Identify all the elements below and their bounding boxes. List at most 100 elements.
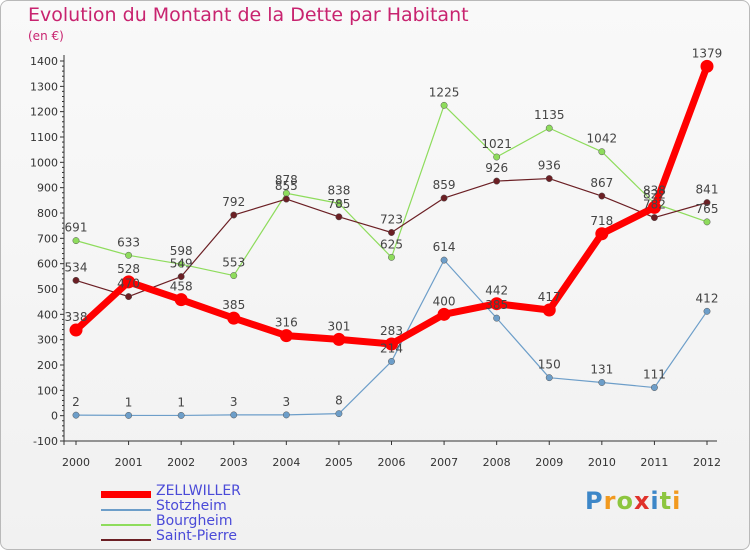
x-tick-label: 2001 [115, 456, 143, 469]
chart-title: Evolution du Montant de la Dette par Hab… [28, 4, 469, 26]
data-point [598, 148, 606, 156]
data-label: 838 [327, 183, 350, 197]
data-point [388, 358, 395, 365]
data-label: 150 [538, 358, 561, 372]
data-point [440, 194, 448, 202]
data-point [703, 307, 711, 315]
data-label: 1225 [429, 85, 460, 99]
data-point [279, 329, 293, 343]
legend-swatch [101, 524, 151, 526]
y-tick-label: 500 [37, 283, 58, 296]
logo-letter: i [672, 487, 682, 515]
data-point [125, 293, 133, 301]
y-tick-label: 200 [37, 359, 58, 372]
y-tick-label: 1400 [30, 55, 58, 68]
data-point [125, 411, 133, 419]
data-label: 598 [170, 244, 193, 258]
data-point [647, 200, 661, 214]
y-tick-label: 1000 [30, 156, 58, 169]
data-label: 633 [117, 235, 140, 249]
data-label: 301 [327, 319, 350, 333]
y-tick-label: 800 [37, 207, 58, 220]
data-point [125, 251, 133, 259]
x-tick-label: 2004 [272, 456, 300, 469]
legend-item: ZELLWILLER [101, 483, 321, 501]
data-point [122, 275, 136, 289]
data-label: 718 [590, 214, 613, 228]
series-line-zellwiller [73, 65, 711, 348]
logo-letter: P [585, 487, 604, 515]
y-tick-label: 1300 [30, 80, 58, 93]
legend-item: Saint-Pierre [101, 528, 321, 546]
data-point [595, 227, 609, 241]
y-tick-label: 400 [37, 308, 58, 321]
data-point [440, 101, 448, 109]
x-tick-label: 2011 [640, 456, 668, 469]
data-point [703, 199, 711, 207]
data-point [703, 218, 711, 226]
data-label: 691 [65, 221, 88, 235]
data-label: 3 [283, 395, 291, 409]
x-tick-label: 2000 [62, 456, 90, 469]
data-label: 131 [590, 362, 613, 376]
x-tick-label: 2006 [378, 456, 406, 469]
legend-swatch [101, 491, 151, 498]
y-tick-label: 900 [37, 182, 58, 195]
y-tick-label: 1100 [30, 131, 58, 144]
data-point [598, 379, 606, 386]
data-point [230, 211, 238, 219]
x-tick-label: 2003 [220, 456, 248, 469]
y-tick-label: -100 [33, 435, 58, 448]
data-label: 859 [433, 178, 456, 192]
x-tick-label: 2007 [430, 456, 458, 469]
data-label: 926 [485, 161, 508, 175]
data-label: 1379 [692, 46, 723, 60]
data-label: 470 [117, 277, 140, 291]
data-label: 442 [485, 284, 508, 298]
data-point [545, 175, 553, 182]
data-label: 822 [643, 187, 666, 201]
logo-letter: i [650, 487, 660, 515]
data-point [335, 410, 343, 418]
data-point [388, 253, 395, 261]
data-point [332, 332, 346, 346]
data-point [440, 256, 448, 264]
data-label: 936 [538, 159, 561, 173]
data-point [230, 411, 238, 419]
data-label: 549 [170, 257, 193, 271]
legend-label: Stotzheim [156, 498, 227, 514]
x-tick-label: 2012 [693, 456, 721, 469]
data-point [174, 293, 188, 307]
data-point [437, 307, 451, 321]
data-label: 878 [275, 173, 298, 187]
data-label: 782 [643, 198, 666, 212]
data-label: 400 [433, 294, 456, 308]
data-point [335, 213, 343, 221]
legend-label: Bourgheim [156, 513, 233, 529]
data-point [493, 153, 501, 161]
data-label: 528 [117, 262, 140, 276]
data-label: 385 [485, 298, 508, 312]
proxiti-logo: Proxiti [585, 487, 681, 515]
chart-unit: (en €) [28, 29, 64, 43]
data-point [177, 260, 185, 268]
y-tick-label: 700 [37, 232, 58, 245]
data-point [650, 214, 658, 222]
data-point [72, 237, 80, 245]
data-label: 553 [222, 256, 245, 270]
y-tick-label: 0 [51, 410, 58, 423]
data-point [650, 384, 658, 391]
data-point [700, 59, 714, 73]
data-point [335, 199, 343, 207]
data-label: 3 [230, 395, 238, 409]
data-label: 111 [643, 368, 666, 382]
legend-item: Bourgheim [101, 513, 321, 531]
data-label: 283 [380, 324, 403, 338]
data-point [388, 229, 395, 236]
data-point [385, 337, 398, 351]
x-tick-label: 2008 [483, 456, 511, 469]
legend-swatch [101, 539, 151, 541]
data-label: 855 [275, 179, 298, 193]
x-tick-label: 2005 [325, 456, 353, 469]
